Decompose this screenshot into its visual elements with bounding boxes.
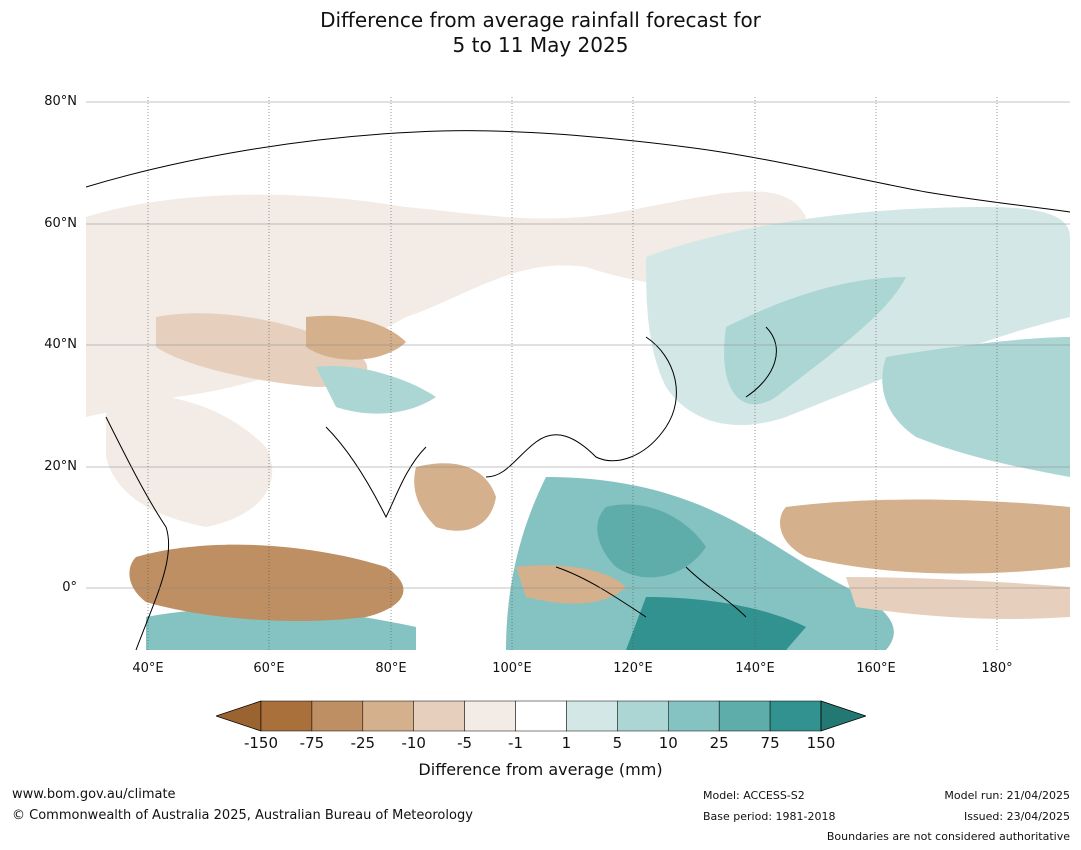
colorbar-swatch [769, 700, 822, 732]
colorbar-swatch [566, 700, 618, 732]
lat-label-60n: 60°N [44, 216, 77, 231]
colorbar-under-arrow [214, 700, 262, 732]
footer-model-run: Model run: 21/04/2025 [944, 789, 1070, 802]
dry-region-tibet [306, 315, 406, 360]
lat-label-40n: 40°N [44, 337, 77, 352]
colorbar-tick-label: -1 [508, 734, 524, 752]
footer-disclaimer: Boundaries are not considered authoritat… [826, 830, 1070, 843]
colorbar-swatch [260, 700, 313, 732]
title-line-1: Difference from average rainfall forecas… [320, 8, 761, 32]
colorbar-tick-label: 25 [709, 734, 729, 752]
colorbar-swatch [362, 700, 414, 732]
wet-region-pacific-east [882, 337, 1070, 477]
dry-region-central-asia [156, 313, 368, 387]
colorbar-tick-label: -25 [350, 734, 376, 752]
colorbar-swatch [617, 700, 669, 732]
chart-title: Difference from average rainfall forecas… [0, 8, 1081, 58]
colorbar-tick-label: -150 [243, 734, 279, 752]
lon-label-120e: 120°E [613, 661, 653, 676]
colorbar-swatch [515, 700, 567, 732]
lon-label-60e: 60°E [253, 661, 285, 676]
colorbar-swatch [464, 700, 516, 732]
coastline-asia-east [485, 336, 677, 478]
colorbar-swatch [668, 700, 720, 732]
lon-label-100e: 100°E [492, 661, 532, 676]
map-svg [86, 97, 1070, 650]
lon-label-80e: 80°E [375, 661, 407, 676]
footer-base-period: Base period: 1981-2018 [703, 810, 836, 823]
coastline-japan [745, 326, 777, 398]
coastline-africa [105, 416, 170, 650]
colorbar-tick-label: 5 [612, 734, 623, 752]
colorbar-tick-label: -75 [299, 734, 325, 752]
footer-model: Model: ACCESS-S2 [703, 789, 805, 802]
lon-label-140e: 140°E [735, 661, 775, 676]
colorbar-tick-label: 150 [806, 734, 836, 752]
colorbar-swatch [413, 700, 465, 732]
title-line-2: 5 to 11 May 2025 [452, 33, 629, 57]
colorbar-tick-label: -10 [401, 734, 426, 752]
dry-region-bay-of-bengal [414, 463, 496, 531]
lat-label-20n: 20°N [44, 459, 77, 474]
wet-region-maritime-core [597, 504, 706, 578]
dry-region-south-china-sea [516, 565, 626, 604]
dry-region-arabia [106, 394, 273, 527]
colorbar-label: Difference from average (mm) [418, 760, 663, 779]
dry-region-equatorial-indian-ocean [129, 544, 404, 622]
colorbar-tick-label: -5 [457, 734, 473, 752]
meridians [147, 97, 998, 650]
lat-label-0: 0° [62, 580, 77, 595]
lon-label-40e: 40°E [132, 661, 164, 676]
dry-region-central-pacific [780, 499, 1070, 574]
graticule [86, 101, 1070, 589]
lon-label-160e: 160°E [856, 661, 896, 676]
lon-label-180: 180° [981, 661, 1013, 676]
wet-region-japan [724, 277, 906, 405]
wet-region-banda-sea [626, 597, 806, 650]
colorbar-svg [214, 700, 868, 732]
rainfall-anomaly-map [86, 97, 1070, 650]
footer-issued: Issued: 23/04/2025 [963, 810, 1070, 823]
colorbar-tick-label: 1 [561, 734, 572, 752]
colorbar-tick-label: 10 [658, 734, 678, 752]
colorbar-over-arrow [820, 700, 868, 732]
colorbar-tick-label: 75 [760, 734, 780, 752]
colorbar [214, 700, 868, 732]
colorbar-swatch [718, 700, 771, 732]
footer-copyright: © Commonwealth of Australia 2025, Austra… [12, 808, 473, 823]
colorbar-swatch [311, 700, 364, 732]
coastline-india [325, 426, 427, 519]
wet-region-india [316, 366, 436, 414]
coastline-eurasia [86, 130, 1070, 213]
footer-website: www.bom.gov.au/climate [12, 787, 176, 802]
dry-region-pacific-south [846, 577, 1070, 619]
lat-label-80n: 80°N [44, 94, 77, 109]
